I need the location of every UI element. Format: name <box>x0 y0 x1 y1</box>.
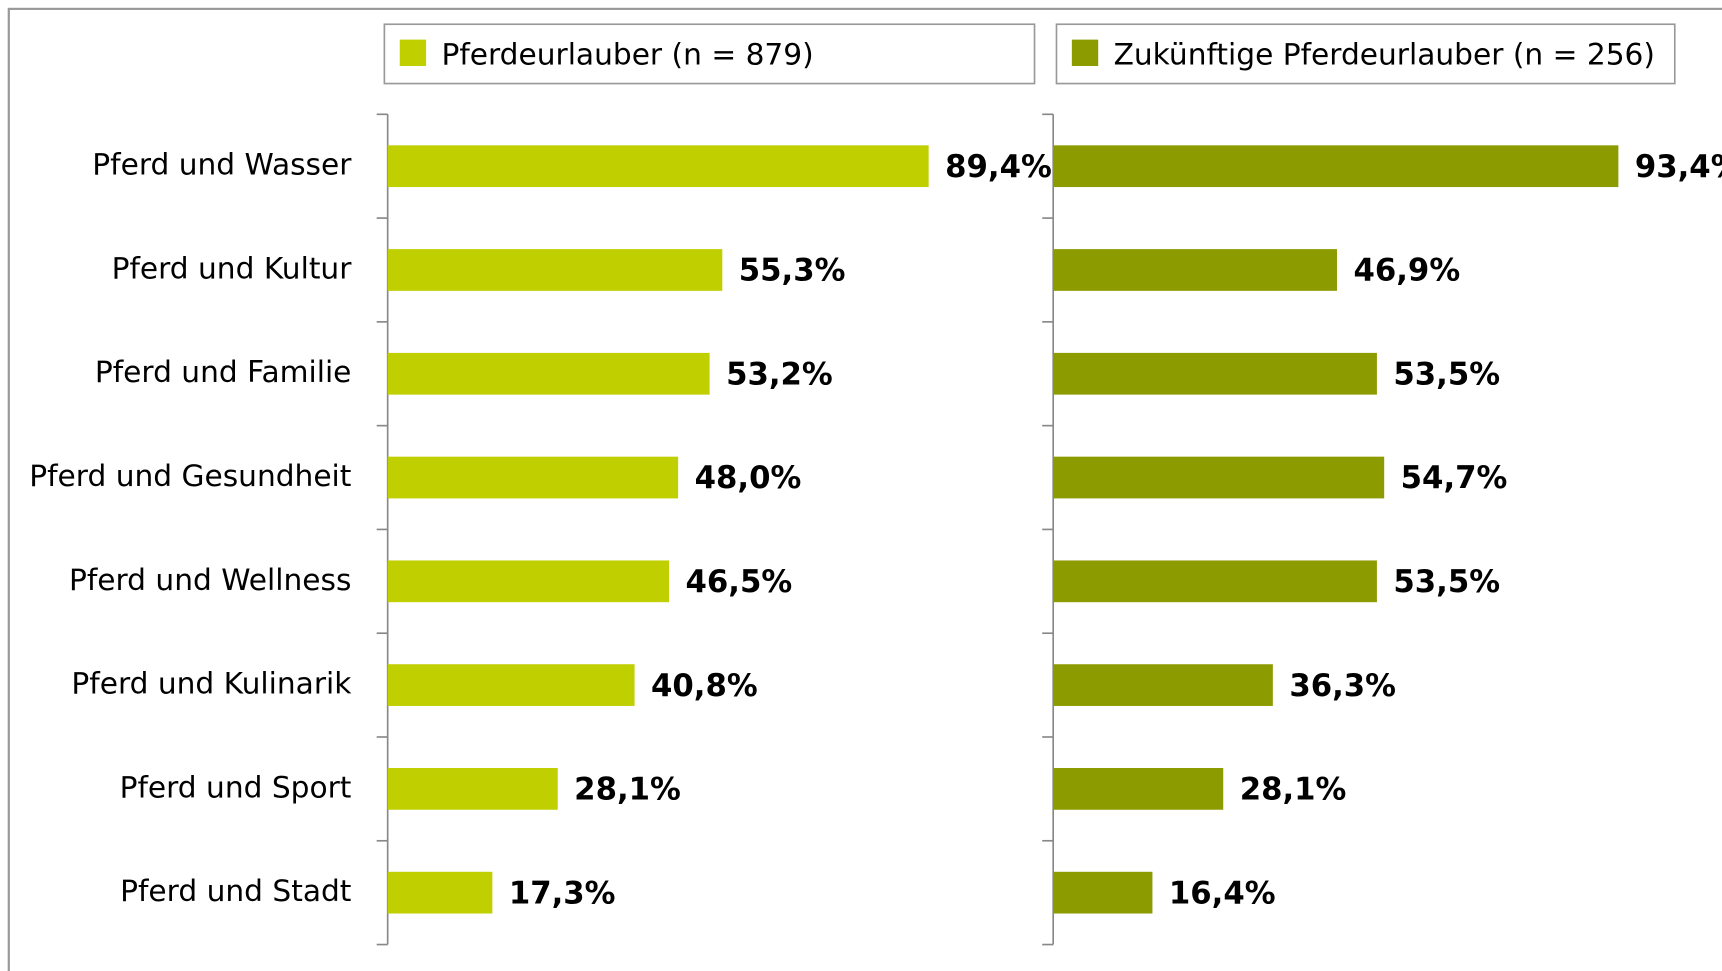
value-label: 48,0% <box>695 460 802 496</box>
value-label: 53,5% <box>1393 356 1500 392</box>
legend-label: Pferdeurlauber (n = 879) <box>441 37 813 72</box>
category-label: Pferd und Kulinarik <box>71 666 352 701</box>
bar <box>387 352 710 395</box>
chart-frame <box>7 7 1722 971</box>
value-label: 93,4% <box>1635 149 1722 185</box>
value-label: 16,4% <box>1169 875 1276 911</box>
value-label: 17,3% <box>509 875 616 911</box>
value-label: 40,8% <box>651 668 758 704</box>
bar <box>387 249 723 291</box>
bar <box>387 664 635 706</box>
value-label: 55,3% <box>739 253 846 289</box>
bar <box>387 768 558 810</box>
category-label: Pferd und Wellness <box>69 562 351 597</box>
category-label: Pferd und Kultur <box>112 250 353 285</box>
legend-box <box>383 23 1036 85</box>
bar <box>1053 145 1619 188</box>
category-label: Pferd und Gesundheit <box>29 458 351 493</box>
category-label: Pferd und Stadt <box>120 873 351 908</box>
bar <box>1053 768 1224 810</box>
value-label: 53,2% <box>726 356 833 392</box>
bar <box>387 560 670 603</box>
bar <box>387 145 929 188</box>
bar <box>1053 352 1377 395</box>
legend-box <box>1055 23 1676 85</box>
value-label: 53,5% <box>1393 564 1500 600</box>
category-label: Pferd und Familie <box>95 354 352 389</box>
bar <box>1053 560 1377 603</box>
value-label: 46,9% <box>1353 253 1460 289</box>
bar <box>1053 249 1337 291</box>
bar <box>387 456 679 499</box>
value-label: 54,7% <box>1401 460 1508 496</box>
bar <box>1053 871 1153 914</box>
legend-swatch <box>1071 39 1099 66</box>
legend-label: Zukünftige Pferdeurlauber (n = 256) <box>1114 37 1655 72</box>
category-label: Pferd und Wasser <box>92 147 352 182</box>
bar <box>1053 456 1385 499</box>
value-label: 28,1% <box>1240 772 1347 808</box>
value-label: 89,4% <box>945 149 1052 185</box>
bar <box>1053 664 1273 706</box>
value-label: 46,5% <box>686 564 793 600</box>
value-label: 28,1% <box>574 772 681 808</box>
value-label: 36,3% <box>1289 668 1396 704</box>
category-label: Pferd und Sport <box>120 769 352 804</box>
bar <box>387 871 493 914</box>
legend-swatch <box>399 39 427 66</box>
